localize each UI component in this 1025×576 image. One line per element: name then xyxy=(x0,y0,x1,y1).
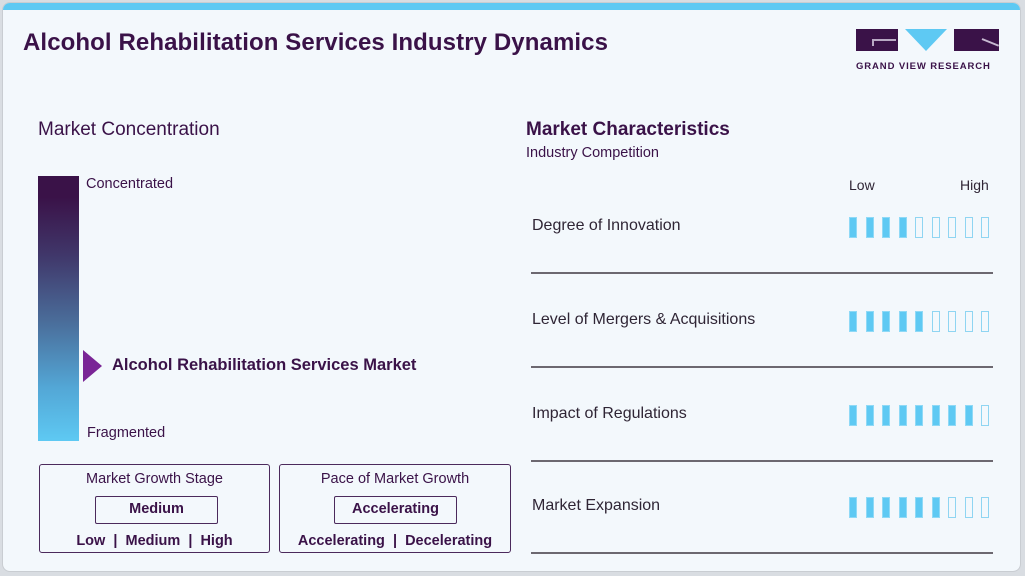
page-title: Alcohol Rehabilitation Services Industry… xyxy=(23,29,609,56)
logo-mark-icon xyxy=(856,29,1000,51)
growth-stage-heading: Market Growth Stage xyxy=(86,471,223,487)
level-bar-empty xyxy=(948,311,956,332)
characteristic-label: Level of Mergers & Acquisitions xyxy=(532,311,756,328)
level-bar-filled xyxy=(849,405,857,426)
concentrated-label: Concentrated xyxy=(86,176,174,192)
pace-of-market-growth-box: Pace of Market Growth Accelerating Accel… xyxy=(279,464,511,553)
level-bar-filled xyxy=(931,405,940,426)
level-bar-filled xyxy=(882,497,890,518)
logo-text: GRAND VIEW RESEARCH xyxy=(856,61,991,72)
level-bar-filled xyxy=(882,311,890,332)
level-bar-filled xyxy=(865,405,874,426)
level-bar-filled xyxy=(882,405,890,426)
level-bar-empty xyxy=(964,217,973,238)
level-bar-empty xyxy=(964,311,973,332)
characteristic-label: Degree of Innovation xyxy=(532,217,681,234)
top-accent-bar xyxy=(3,3,1020,10)
level-bar-filled xyxy=(865,311,874,332)
level-bar-empty xyxy=(948,217,956,238)
level-bar-empty xyxy=(931,311,940,332)
level-meter xyxy=(849,497,989,518)
scale-low-label: Low xyxy=(849,177,875,193)
row-divider xyxy=(531,460,993,462)
characteristic-label: Impact of Regulations xyxy=(532,405,687,422)
level-bar-filled xyxy=(964,405,973,426)
level-meter xyxy=(849,217,989,238)
level-meter xyxy=(849,311,989,332)
level-bar-empty xyxy=(915,217,923,238)
row-divider xyxy=(531,272,993,274)
level-meter xyxy=(849,405,989,426)
level-bar-filled xyxy=(915,405,923,426)
market-concentration-title: Market Concentration xyxy=(38,119,220,140)
level-bar-empty xyxy=(981,405,989,426)
level-bar-empty xyxy=(981,497,989,518)
market-position-label: Alcohol Rehabilitation Services Market xyxy=(112,356,417,374)
level-bar-empty xyxy=(981,217,989,238)
level-bar-filled xyxy=(948,405,956,426)
market-position-triangle-icon xyxy=(83,350,102,382)
level-bar-empty xyxy=(931,217,940,238)
growth-stage-value: Medium xyxy=(95,496,218,524)
level-bar-filled xyxy=(882,217,890,238)
level-bar-filled xyxy=(865,217,874,238)
level-bar-filled xyxy=(865,497,874,518)
characteristic-label: Market Expansion xyxy=(532,497,661,514)
level-bar-empty xyxy=(948,497,956,518)
concentration-gradient-bar xyxy=(38,176,79,441)
industry-competition-subtitle: Industry Competition xyxy=(526,145,659,161)
level-bar-filled xyxy=(931,497,940,518)
level-bar-filled xyxy=(898,497,907,518)
level-bar-filled xyxy=(849,217,857,238)
level-bar-filled xyxy=(898,311,907,332)
level-bar-filled xyxy=(849,311,857,332)
growth-pace-heading: Pace of Market Growth xyxy=(320,471,470,487)
level-bar-filled xyxy=(898,405,907,426)
grand-view-research-logo: GRAND VIEW RESEARCH xyxy=(856,29,1000,73)
fragmented-label: Fragmented xyxy=(87,425,166,441)
market-growth-stage-box: Market Growth Stage Medium Low | Medium … xyxy=(39,464,270,553)
market-characteristics-title: Market Characteristics xyxy=(526,119,730,140)
level-bar-filled xyxy=(915,497,923,518)
growth-pace-options: Accelerating | Decelerating xyxy=(297,533,493,549)
level-bar-filled xyxy=(915,311,923,332)
level-bar-filled xyxy=(898,217,907,238)
level-bar-empty xyxy=(964,497,973,518)
growth-pace-value: Accelerating xyxy=(334,496,457,524)
scale-high-label: High xyxy=(960,177,989,193)
row-divider xyxy=(531,366,993,368)
level-bar-empty xyxy=(981,311,989,332)
growth-stage-options: Low | Medium | High xyxy=(76,533,233,549)
level-bar-filled xyxy=(849,497,857,518)
row-divider xyxy=(531,552,993,554)
